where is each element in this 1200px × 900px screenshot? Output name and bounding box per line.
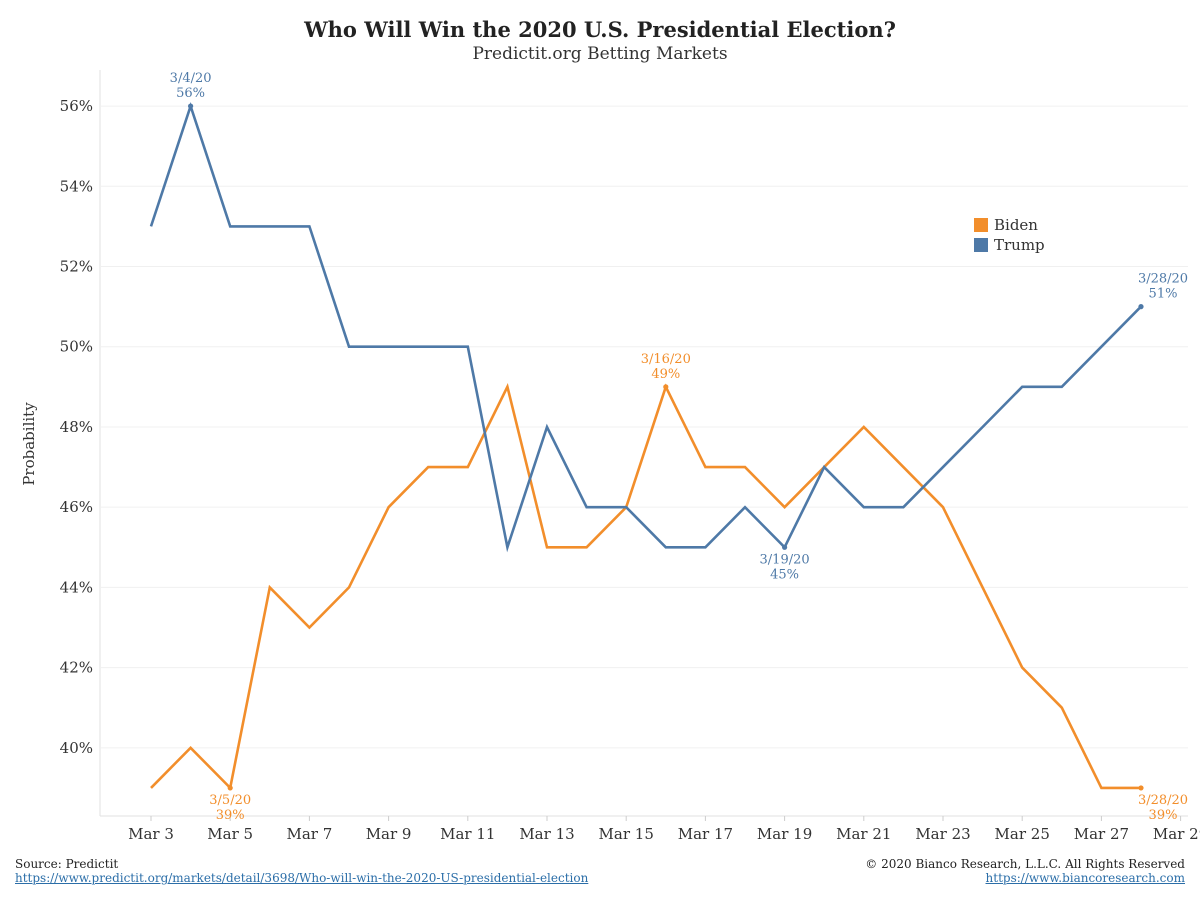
y-tick-label: 46%: [60, 498, 93, 516]
x-tick-label: Mar 3: [128, 825, 174, 843]
y-tick-label: 40%: [60, 739, 93, 757]
legend-label-trump: Trump: [994, 236, 1045, 254]
annotation-marker: [1138, 785, 1144, 791]
chart-title: Who Will Win the 2020 U.S. Presidential …: [303, 17, 896, 42]
annotation-marker: [227, 785, 233, 791]
x-tick-label: Mar 15: [599, 825, 654, 843]
annotation-marker: [1138, 304, 1144, 310]
annotation-value: 49%: [651, 367, 680, 382]
x-tick-label: Mar 27: [1074, 825, 1129, 843]
legend-swatch-trump: [974, 238, 988, 252]
series-line-biden: [150, 383, 1141, 791]
annotation-value: 39%: [1149, 808, 1178, 823]
legend-swatch-biden: [974, 218, 988, 232]
copyright-text: © 2020 Bianco Research, L.L.C. All Right…: [865, 857, 1185, 871]
annotation-marker: [188, 103, 194, 109]
y-tick-label: 56%: [60, 97, 93, 115]
annotation-date: 3/19/20: [760, 552, 810, 567]
legend-label-biden: Biden: [994, 216, 1038, 234]
x-tick-label: Mar 7: [287, 825, 333, 843]
x-tick-label: Mar 21: [836, 825, 891, 843]
y-axis-label: Probability: [20, 402, 38, 486]
plot-area: 40% 42% 44% 46% 48% 50% 52% 54% 56% Mar 3 Mar 5 Mar…: [60, 70, 1200, 843]
annotation-value: 45%: [770, 567, 799, 582]
source-label: Source: Predictit: [15, 857, 119, 871]
site-link[interactable]: https://www.biancoresearch.com: [985, 871, 1185, 885]
source-link[interactable]: https://www.predictit.org/markets/detail…: [15, 871, 589, 885]
annotation-marker: [782, 544, 788, 550]
x-tick-label: Mar 25: [995, 825, 1050, 843]
y-tick-label: 54%: [60, 177, 93, 195]
annotation-marker: [663, 384, 669, 390]
annotation-date: 3/4/20: [170, 71, 212, 86]
y-tick-label: 48%: [60, 418, 93, 436]
series-line-trump: [149, 101, 1142, 553]
annotation-value: 51%: [1149, 287, 1178, 302]
y-tick-label: 50%: [60, 338, 93, 356]
x-tick-label: Mar 5: [207, 825, 253, 843]
annotation-date: 3/16/20: [641, 352, 691, 367]
annotation-date: 3/5/20: [209, 793, 251, 808]
x-tick-label: Mar 9: [366, 825, 412, 843]
y-tick-label: 42%: [60, 659, 93, 677]
x-tick-label: Mar 17: [678, 825, 733, 843]
chart-subtitle: Predictit.org Betting Markets: [472, 44, 727, 64]
x-tick-label: Mar 11: [440, 825, 495, 843]
x-tick-label: Mar 19: [757, 825, 812, 843]
annotation-value: 39%: [216, 808, 245, 823]
annotation-date: 3/28/20: [1138, 272, 1188, 287]
y-tick-label: 44%: [60, 578, 93, 596]
y-tick-label: 52%: [60, 258, 93, 276]
legend: Biden Trump: [974, 216, 1045, 254]
x-tick-label: Mar 23: [915, 825, 970, 843]
footer-copyright: © 2020 Bianco Research, L.L.C. All Right…: [865, 857, 1185, 885]
x-tick-label: Mar 13: [519, 825, 574, 843]
footer-source: Source: Predictit https://www.predictit.…: [15, 857, 588, 885]
annotation-value: 56%: [176, 86, 205, 101]
annotation-date: 3/28/20: [1138, 793, 1188, 808]
x-tick-label: Mar 29: [1153, 825, 1200, 843]
